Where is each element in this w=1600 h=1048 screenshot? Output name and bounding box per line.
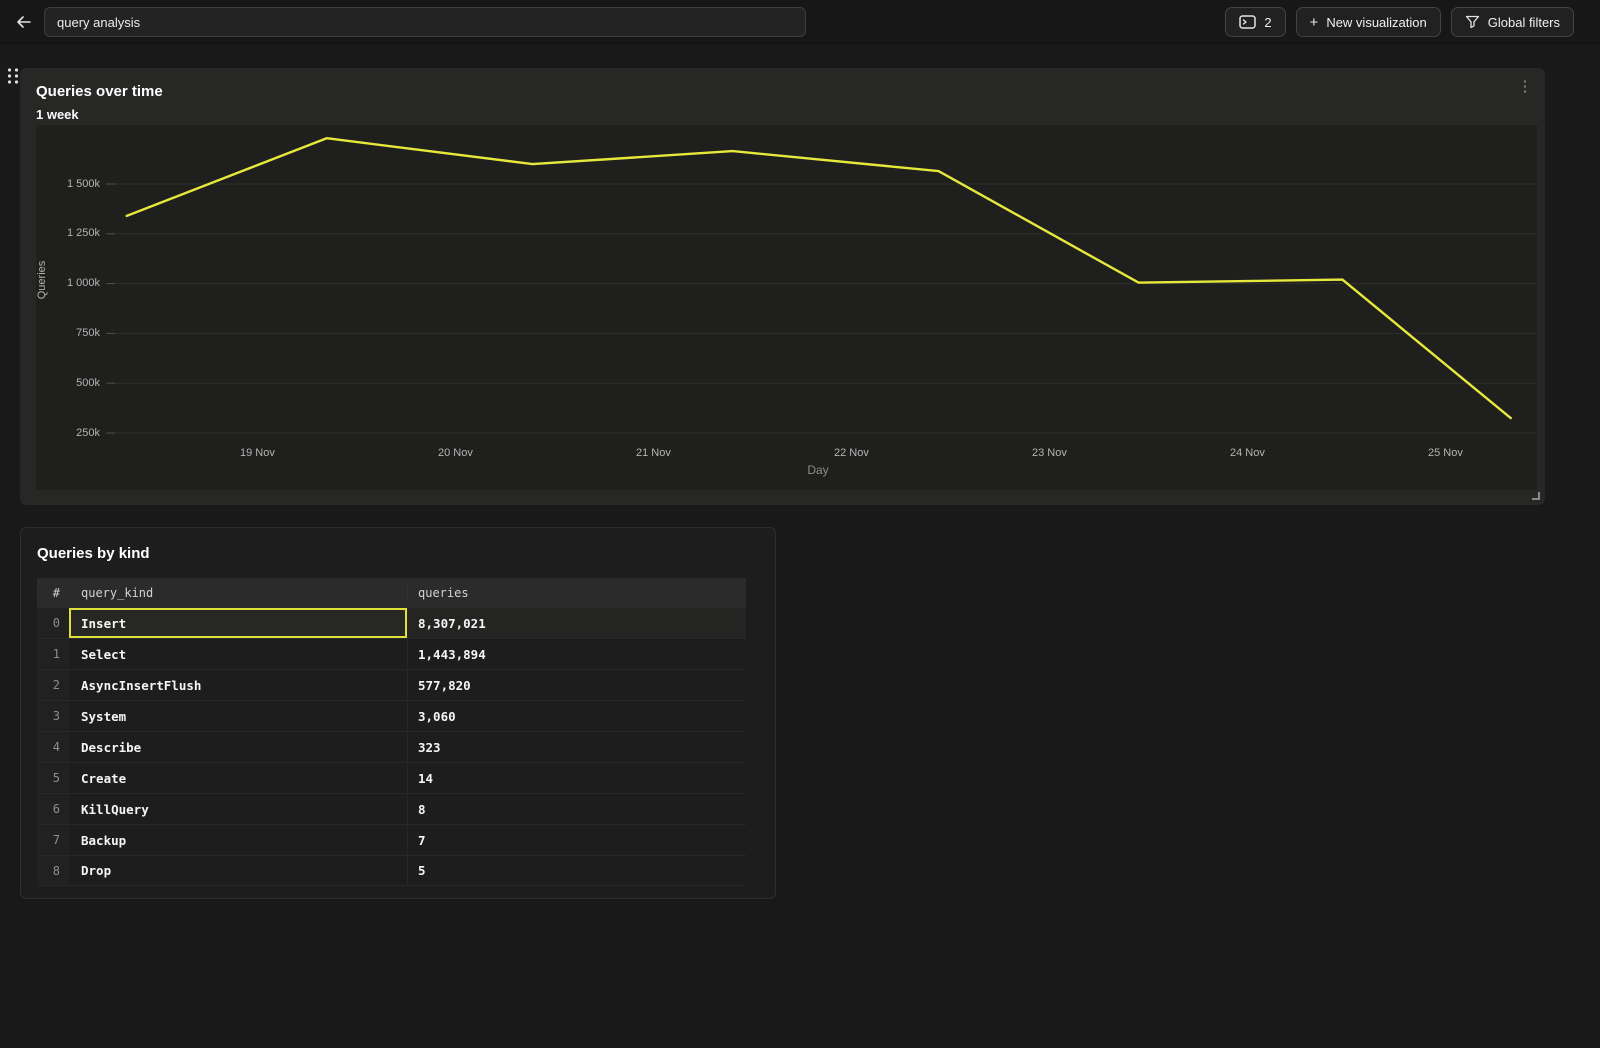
x-tick-label: 19 Nov xyxy=(239,447,275,459)
panels-icon xyxy=(1239,15,1257,29)
column-header-query-kind[interactable]: query_kind xyxy=(81,585,154,600)
table-row[interactable]: 7 Backup 7 xyxy=(37,824,746,855)
query-kind-cell[interactable]: Drop xyxy=(81,863,112,878)
table-row[interactable]: 3 System 3,060 xyxy=(37,700,746,731)
dashboard-canvas: Queries over time 1 week ⋮ Queries Day 2… xyxy=(0,44,1600,1048)
x-axis-title: Day xyxy=(807,463,829,477)
row-index: 4 xyxy=(37,732,69,762)
table-row[interactable]: 2 AsyncInsertFlush 577,820 xyxy=(37,669,746,700)
y-tick-label: 500k xyxy=(76,376,100,389)
table-row[interactable]: 8 Drop 5 xyxy=(37,855,746,886)
queries-value-cell[interactable]: 8 xyxy=(407,794,746,824)
column-header-index[interactable]: # xyxy=(52,585,60,600)
plus-icon: + xyxy=(1309,13,1319,31)
kebab-menu-icon[interactable]: ⋮ xyxy=(1515,76,1535,98)
y-tick-label: 1 500k xyxy=(66,177,100,190)
chart-svg xyxy=(106,136,1537,434)
table-row[interactable]: 0 Insert 8,307,021 xyxy=(37,607,746,638)
table-row[interactable]: 1 Select 1,443,894 xyxy=(37,638,746,669)
y-tick-label: 250k xyxy=(76,426,100,439)
queries-value-cell[interactable]: 3,060 xyxy=(407,701,746,731)
query-kind-cell[interactable]: System xyxy=(81,708,127,724)
queries-value-cell[interactable]: 577,820 xyxy=(407,670,746,700)
query-kind-cell[interactable]: Select xyxy=(81,646,127,662)
topbar-actions: 2 + New visualization Global filters xyxy=(1225,7,1574,37)
x-tick-label: 23 Nov xyxy=(1031,447,1067,459)
x-tick-label: 22 Nov xyxy=(833,447,869,459)
y-tick-label: 1 000k xyxy=(66,277,100,290)
queries-value-cell[interactable]: 5 xyxy=(407,856,746,885)
new-visualization-label: New visualization xyxy=(1326,14,1427,30)
queries-value-cell[interactable]: 8,307,021 xyxy=(407,608,746,638)
queries-table: # query_kind queries 0 Insert 8,307,021 1 Se… xyxy=(37,578,746,886)
topbar: 2 + New visualization Global filters xyxy=(0,0,1600,44)
tab-count-label: 2 xyxy=(1264,14,1272,30)
drag-handle-icon[interactable] xyxy=(6,67,22,87)
queries-value-cell[interactable]: 1,443,894 xyxy=(407,639,746,669)
row-index: 7 xyxy=(37,825,69,855)
queries-line-series[interactable] xyxy=(125,136,1512,420)
back-arrow-icon xyxy=(15,14,32,33)
filter-funnel-icon xyxy=(1465,15,1480,29)
table-row[interactable]: 4 Describe 323 xyxy=(37,731,746,762)
tab-count-button[interactable]: 2 xyxy=(1225,7,1286,37)
global-filters-label: Global filters xyxy=(1487,14,1560,30)
queries-value-cell[interactable]: 14 xyxy=(407,763,746,793)
table-header-row: # query_kind queries xyxy=(37,578,746,607)
resize-corner-icon[interactable] xyxy=(1532,492,1540,500)
query-kind-cell[interactable]: Describe xyxy=(81,739,142,755)
new-visualization-button[interactable]: + New visualization xyxy=(1295,7,1441,37)
x-tick-label: 21 Nov xyxy=(635,447,671,459)
row-index: 3 xyxy=(37,701,69,731)
y-tick-label: 1 250k xyxy=(66,227,100,240)
table-row[interactable]: 5 Create 14 xyxy=(37,762,746,793)
x-tick-label: 25 Nov xyxy=(1427,447,1463,459)
row-index: 2 xyxy=(37,670,69,700)
chart-subtitle: 1 week xyxy=(36,107,79,122)
row-index: 5 xyxy=(37,763,69,793)
query-kind-cell[interactable]: Insert xyxy=(69,608,407,638)
x-tick-label: 24 Nov xyxy=(1229,447,1265,459)
query-kind-cell[interactable]: Create xyxy=(81,770,127,786)
row-index: 0 xyxy=(37,608,69,638)
row-index: 8 xyxy=(37,856,69,885)
dashboard-title-input[interactable] xyxy=(44,7,806,37)
table-body: 0 Insert 8,307,021 1 Select 1,443,894 2 AsyncIn… xyxy=(37,607,746,886)
queries-value-cell[interactable]: 323 xyxy=(407,732,746,762)
query-kind-cell[interactable]: Backup xyxy=(81,832,127,848)
chart-panel: Queries over time 1 week ⋮ Queries Day 2… xyxy=(20,68,1545,505)
x-tick-label: 20 Nov xyxy=(437,447,473,459)
row-index: 1 xyxy=(37,639,69,669)
table-row[interactable]: 6 KillQuery 8 xyxy=(37,793,746,824)
y-tick-label: 750k xyxy=(76,326,100,339)
line-chart[interactable]: Queries Day 250k 500k 750k 1 000k 1 250k 1 50… xyxy=(36,125,1537,490)
query-kind-cell[interactable]: KillQuery xyxy=(81,801,149,817)
table-title: Queries by kind xyxy=(37,545,150,562)
chart-title: Queries over time xyxy=(36,83,163,100)
table-panel: Queries by kind # query_kind queries 0 In… xyxy=(20,527,776,899)
query-kind-cell[interactable]: AsyncInsertFlush xyxy=(81,677,202,693)
back-button[interactable] xyxy=(10,10,36,36)
queries-value-cell[interactable]: 7 xyxy=(407,825,746,855)
column-header-queries[interactable]: queries xyxy=(407,585,746,600)
row-index: 6 xyxy=(37,794,69,824)
global-filters-button[interactable]: Global filters xyxy=(1450,7,1574,37)
